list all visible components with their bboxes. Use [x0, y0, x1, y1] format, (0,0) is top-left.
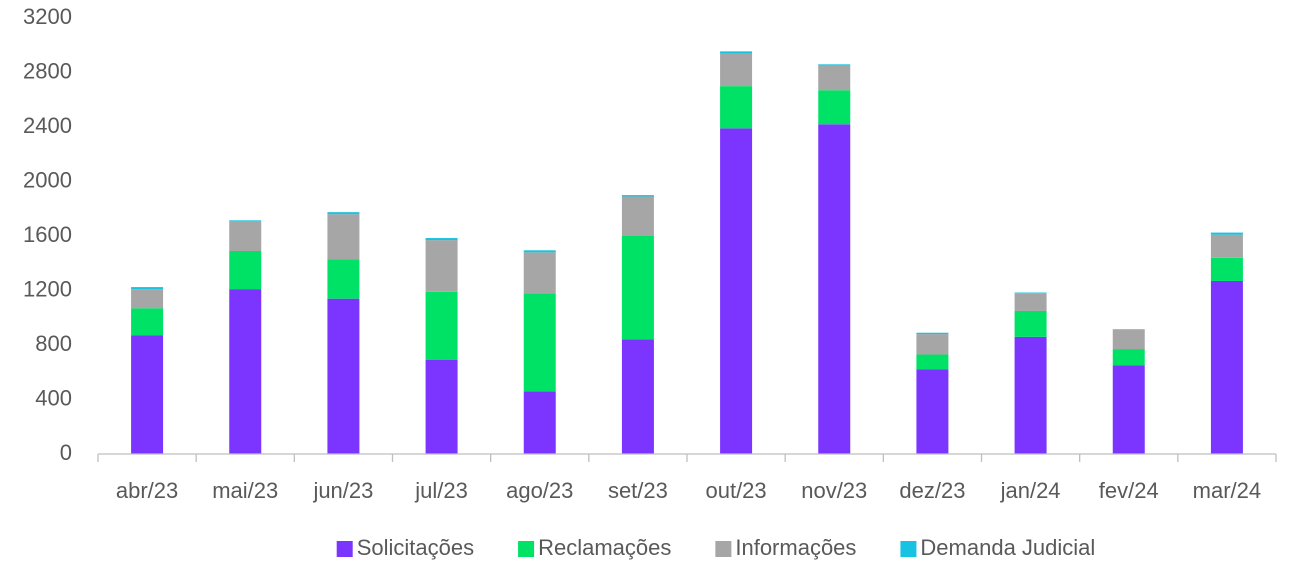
bar-segment: [1112, 349, 1145, 366]
legend-swatch: [715, 541, 732, 557]
bar-segment: [621, 236, 654, 340]
bar-segment: [1014, 292, 1047, 294]
y-tick-label: 2000: [23, 167, 72, 192]
x-tick-label: out/23: [705, 478, 766, 503]
bar-segment: [327, 259, 360, 299]
bar-segment: [720, 51, 753, 54]
bar-segment: [327, 298, 360, 454]
legend-swatch: [336, 541, 353, 557]
bar-segment: [916, 332, 949, 335]
y-tick-label: 2800: [23, 58, 72, 83]
bar-segment: [1210, 257, 1243, 281]
y-tick-label: 0: [60, 440, 72, 465]
x-tick-label: jun/23: [312, 478, 373, 503]
bar-segment: [523, 293, 556, 392]
x-tick-label: jan/24: [1000, 478, 1061, 503]
bar-segment: [425, 359, 458, 454]
x-tick-label: ago/23: [506, 478, 573, 503]
bar-segment: [720, 53, 753, 87]
legend-label: Informações: [735, 535, 856, 560]
legend-label: Demanda Judicial: [920, 535, 1095, 560]
y-tick-label: 800: [35, 331, 72, 356]
bar-segment: [1014, 293, 1047, 311]
bar-segment: [818, 124, 851, 455]
bar-segment: [425, 240, 458, 292]
bar-segment: [916, 369, 949, 454]
y-tick-label: 400: [35, 385, 72, 410]
y-tick-label: 1200: [23, 276, 72, 301]
x-tick-label: abr/23: [116, 478, 178, 503]
bar-segment: [131, 308, 164, 336]
bar-segment: [1014, 336, 1047, 454]
x-tick-label: nov/23: [801, 478, 867, 503]
x-tick-label: mar/24: [1193, 478, 1261, 503]
bar-segment: [916, 354, 949, 370]
bar-segment: [229, 221, 262, 251]
bar-segment: [720, 128, 753, 455]
bar-segment: [425, 238, 458, 241]
bar-segment: [131, 335, 164, 454]
legend-swatch: [518, 541, 535, 557]
bar-segment: [1210, 280, 1243, 454]
bar-segment: [327, 214, 360, 260]
x-tick-label: jul/23: [414, 478, 468, 503]
y-tick-label: 3200: [23, 4, 72, 29]
x-tick-label: mai/23: [212, 478, 278, 503]
bar-segment: [131, 289, 164, 309]
bar-segment: [1210, 232, 1243, 235]
y-tick-label: 2400: [23, 113, 72, 138]
bar-segment: [1014, 310, 1047, 337]
legend-label: Solicitações: [357, 535, 474, 560]
bar-segment: [818, 90, 851, 125]
bar-segment: [1210, 234, 1243, 258]
bar-segment: [425, 291, 458, 360]
y-tick-label: 1600: [23, 222, 72, 247]
bar-segment: [818, 65, 851, 91]
legend-swatch: [900, 541, 917, 557]
x-tick-label: dez/23: [899, 478, 965, 503]
legend-label: Reclamações: [538, 535, 671, 560]
bar-segment: [229, 220, 262, 222]
x-tick-label: fev/24: [1099, 478, 1159, 503]
bar-segment: [1112, 329, 1145, 331]
bar-segment: [229, 289, 262, 454]
bar-segment: [720, 86, 753, 129]
bar-segment: [523, 250, 556, 253]
bar-segment: [131, 287, 164, 290]
bar-segment: [523, 391, 556, 454]
bar-segment: [621, 339, 654, 454]
bar-segment: [327, 212, 360, 215]
bar-segment: [818, 64, 851, 66]
bar-segment: [916, 334, 949, 355]
bar-segment: [229, 250, 262, 290]
bar-segment: [1112, 330, 1145, 350]
bar-segment: [621, 196, 654, 236]
bar-segment: [621, 195, 654, 197]
x-tick-label: set/23: [608, 478, 668, 503]
bar-segment: [523, 252, 556, 294]
bar-segment: [1112, 365, 1145, 454]
